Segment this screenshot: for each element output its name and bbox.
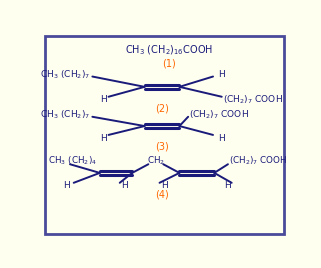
Text: H: H [218,70,225,79]
Text: (3): (3) [155,142,169,152]
Text: (CH$_2$)$_7$ COOH: (CH$_2$)$_7$ COOH [229,155,288,168]
Text: (2): (2) [155,103,169,113]
Text: H: H [121,181,128,190]
Text: (1): (1) [163,58,176,68]
Text: H: H [218,133,225,143]
Text: CH$_3$ (CH$_2$)$_7$: CH$_3$ (CH$_2$)$_7$ [39,68,90,81]
Text: H: H [225,181,231,190]
Text: CH$_2$: CH$_2$ [147,155,165,168]
Text: CH$_3$ (CH$_2$)$_7$: CH$_3$ (CH$_2$)$_7$ [39,109,90,121]
Text: (CH$_2$)$_7$ COOH: (CH$_2$)$_7$ COOH [189,109,249,121]
Text: CH$_3$ (CH$_2$)$_{16}$COOH: CH$_3$ (CH$_2$)$_{16}$COOH [126,43,213,57]
Text: H: H [100,133,107,143]
Text: (4): (4) [155,189,169,199]
Text: CH$_3$ (CH$_2$)$_4$: CH$_3$ (CH$_2$)$_4$ [48,155,97,168]
FancyBboxPatch shape [45,36,284,234]
Text: H: H [100,95,107,104]
Text: H: H [63,181,70,190]
Text: H: H [161,181,168,190]
Text: (CH$_2$)$_7$ COOH: (CH$_2$)$_7$ COOH [223,94,283,106]
